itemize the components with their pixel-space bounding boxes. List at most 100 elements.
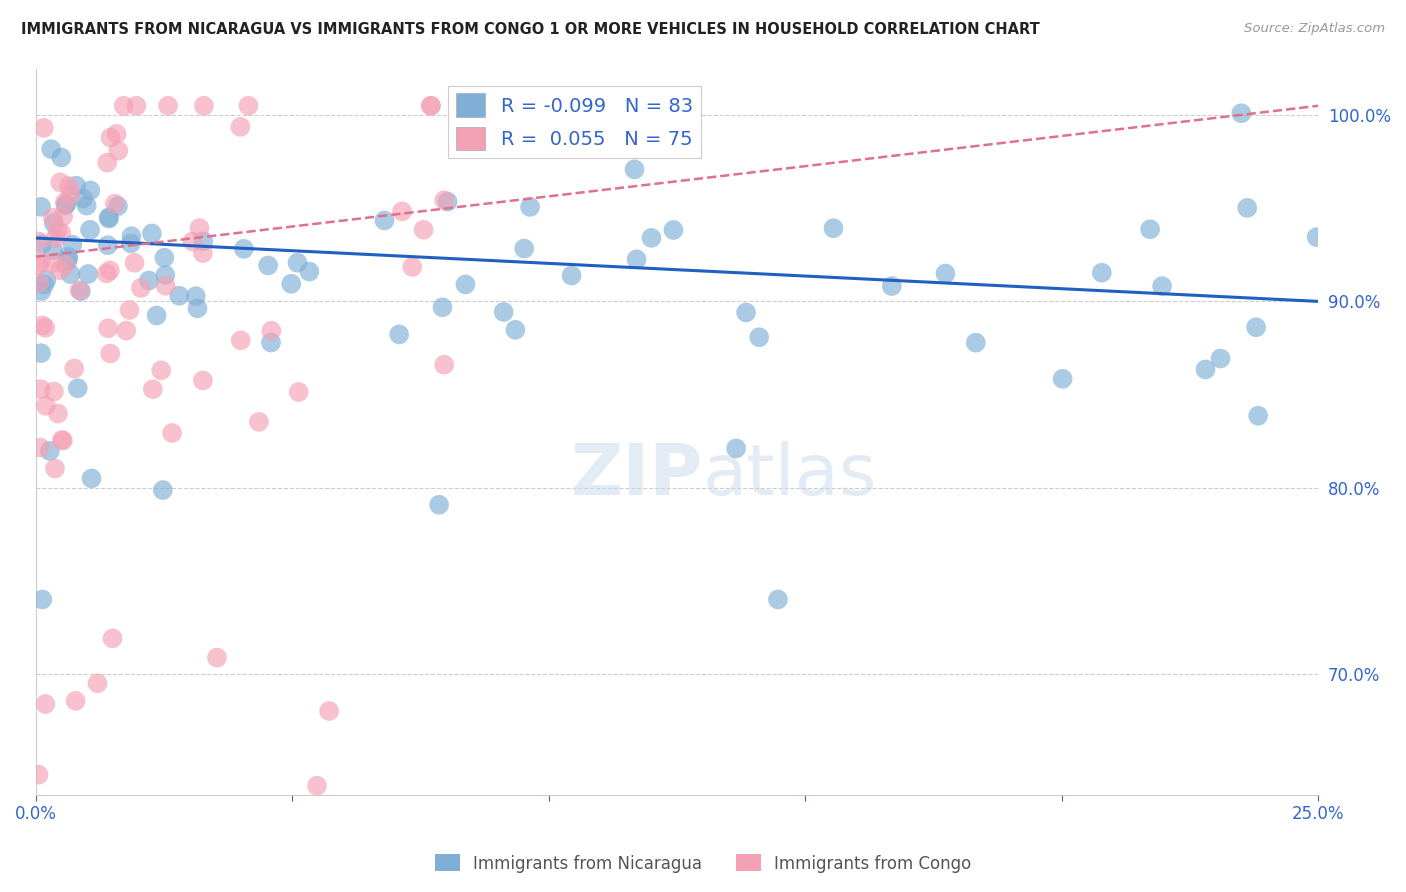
Point <box>280 277 302 291</box>
Point <box>373 213 395 227</box>
Point <box>27 767 49 781</box>
Point <box>623 162 645 177</box>
Point <box>56 253 79 268</box>
Point <box>51 226 73 240</box>
Point <box>44 461 66 475</box>
Point <box>1091 266 1114 280</box>
Point <box>1152 279 1174 293</box>
Legend: R = -0.099   N = 83, R =  0.055   N = 75: R = -0.099 N = 83, R = 0.055 N = 75 <box>449 86 700 158</box>
Point <box>79 223 101 237</box>
Point <box>391 204 413 219</box>
Point <box>52 209 75 223</box>
Point <box>748 330 770 344</box>
Point <box>101 632 124 646</box>
Point <box>39 142 62 156</box>
Point <box>513 242 536 256</box>
Point <box>191 373 214 387</box>
Point <box>107 199 129 213</box>
Point <box>104 196 127 211</box>
Point <box>46 407 69 421</box>
Point <box>96 267 118 281</box>
Point <box>60 237 83 252</box>
Point <box>725 442 748 456</box>
Point <box>1247 409 1270 423</box>
Point <box>30 200 52 214</box>
Point <box>152 483 174 497</box>
Point <box>49 263 72 277</box>
Point <box>519 200 541 214</box>
Point <box>232 242 254 256</box>
Point <box>142 382 165 396</box>
Point <box>120 229 142 244</box>
Point <box>59 187 82 202</box>
Point <box>138 274 160 288</box>
Point <box>30 255 52 269</box>
Point <box>118 302 141 317</box>
Point <box>433 193 456 207</box>
Point <box>125 99 148 113</box>
Point <box>79 184 101 198</box>
Point <box>42 216 65 230</box>
Point <box>100 130 122 145</box>
Point <box>72 192 94 206</box>
Point <box>53 195 76 210</box>
Point <box>77 267 100 281</box>
Point <box>318 704 340 718</box>
Point <box>1244 320 1267 334</box>
Text: Source: ZipAtlas.com: Source: ZipAtlas.com <box>1244 22 1385 36</box>
Point <box>31 592 53 607</box>
Point <box>97 238 120 252</box>
Point <box>193 99 215 113</box>
Point <box>105 127 128 141</box>
Point <box>63 361 86 376</box>
Text: atlas: atlas <box>703 441 877 510</box>
Point <box>42 211 65 225</box>
Point <box>145 309 167 323</box>
Point <box>735 305 758 319</box>
Point <box>58 178 80 193</box>
Point <box>44 231 66 245</box>
Point <box>96 155 118 169</box>
Point <box>157 99 180 113</box>
Point <box>52 434 75 448</box>
Point <box>561 268 583 283</box>
Point <box>432 301 454 315</box>
Point <box>420 99 443 113</box>
Point <box>934 267 956 281</box>
Point <box>965 335 987 350</box>
Point <box>427 498 450 512</box>
Point <box>193 234 215 248</box>
Point <box>247 415 270 429</box>
Point <box>184 289 207 303</box>
Point <box>305 779 328 793</box>
Point <box>257 259 280 273</box>
Point <box>287 256 309 270</box>
Point <box>153 251 176 265</box>
Point <box>766 592 789 607</box>
Point <box>1230 106 1253 120</box>
Point <box>34 697 56 711</box>
Point <box>188 221 211 235</box>
Point <box>662 223 685 237</box>
Point <box>167 289 190 303</box>
Point <box>260 324 283 338</box>
Point <box>181 235 204 249</box>
Point <box>27 235 49 249</box>
Point <box>107 144 129 158</box>
Point <box>80 471 103 485</box>
Point <box>1209 351 1232 366</box>
Point <box>30 284 52 298</box>
Point <box>626 252 648 267</box>
Point <box>129 281 152 295</box>
Point <box>492 305 515 319</box>
Point <box>35 273 58 287</box>
Point <box>76 198 98 212</box>
Point <box>141 227 163 241</box>
Point <box>30 382 52 396</box>
Point <box>59 267 82 281</box>
Point <box>51 151 73 165</box>
Point <box>1194 362 1216 376</box>
Point <box>86 676 108 690</box>
Point <box>98 346 121 360</box>
Point <box>454 277 477 292</box>
